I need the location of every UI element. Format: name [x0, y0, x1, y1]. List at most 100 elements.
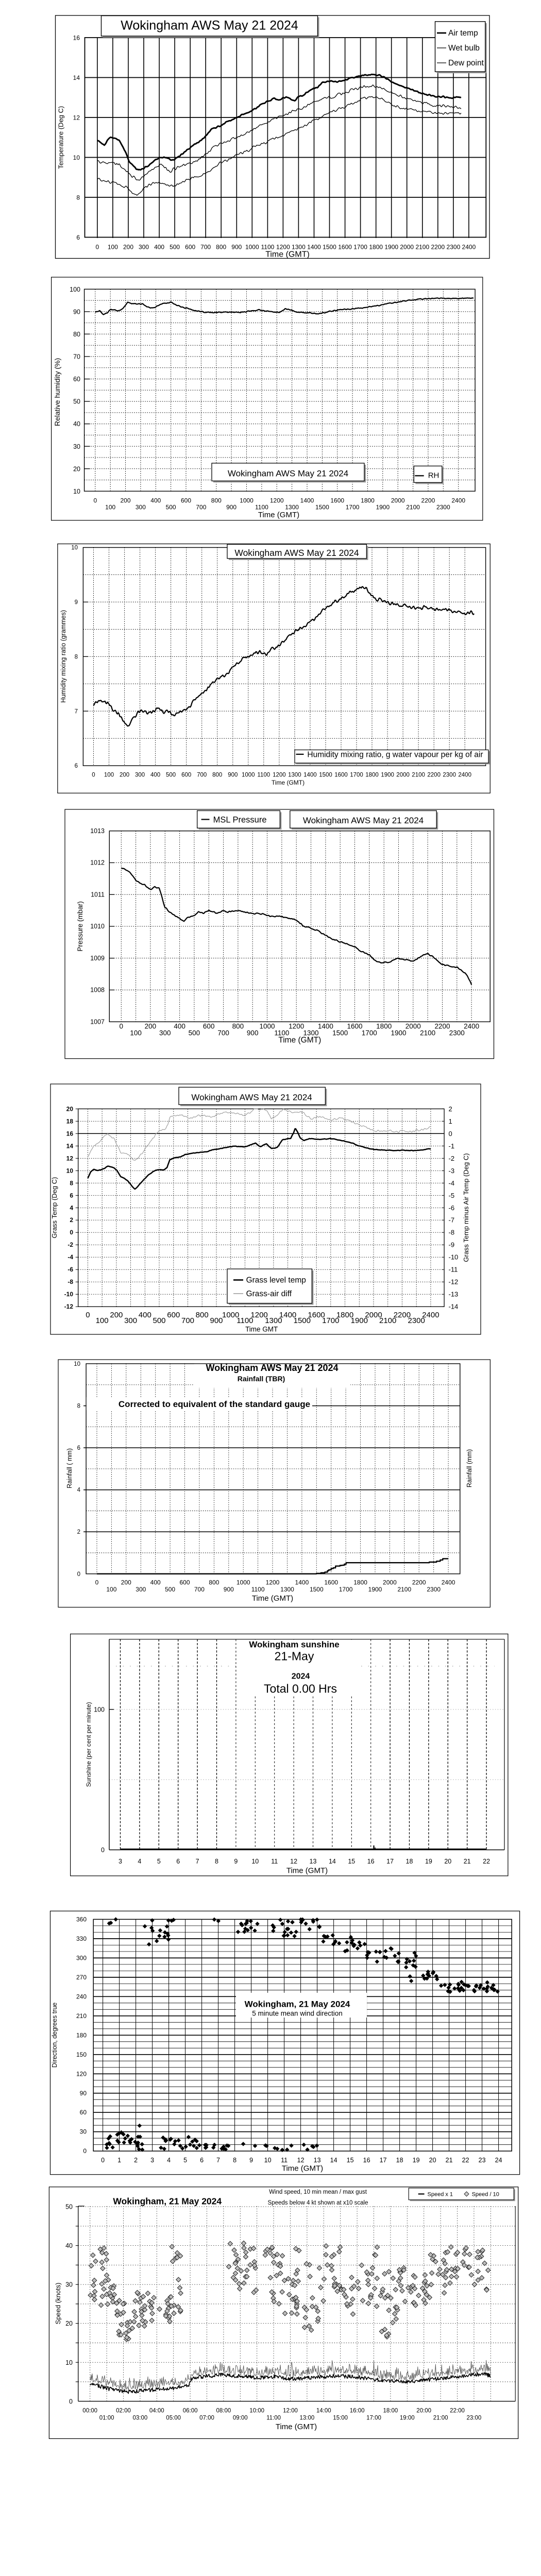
svg-text:900: 900	[231, 244, 242, 251]
svg-text:600: 600	[181, 772, 191, 778]
svg-text:22: 22	[462, 2157, 469, 2164]
svg-text:03:00: 03:00	[133, 2415, 148, 2421]
svg-text:100: 100	[70, 286, 80, 293]
svg-text:400: 400	[150, 772, 160, 778]
svg-text:-1: -1	[449, 1142, 455, 1150]
svg-text:300: 300	[76, 1954, 87, 1961]
svg-text:2200: 2200	[412, 1579, 426, 1586]
svg-text:14:00: 14:00	[316, 2408, 331, 2414]
svg-text:21: 21	[464, 1858, 471, 1865]
svg-text:2: 2	[134, 2157, 138, 2164]
svg-text:270: 270	[76, 1974, 87, 1981]
svg-text:Rainfall (TBR): Rainfall (TBR)	[238, 1375, 285, 1383]
svg-text:9: 9	[234, 1858, 238, 1865]
svg-text:10: 10	[65, 2359, 73, 2366]
svg-text:1000: 1000	[236, 1579, 250, 1586]
svg-text:Corrected to equivalent of the: Corrected to equivalent of the standard …	[119, 1399, 310, 1409]
svg-text:Time (GMT): Time (GMT)	[265, 250, 310, 259]
svg-text:6: 6	[70, 1192, 73, 1199]
svg-text:50: 50	[65, 2204, 73, 2211]
svg-text:0: 0	[77, 1571, 80, 1578]
svg-text:-2: -2	[449, 1155, 455, 1162]
svg-text:-13: -13	[449, 1291, 459, 1298]
svg-text:600: 600	[167, 1311, 180, 1319]
svg-text:700: 700	[217, 1029, 229, 1037]
svg-text:1800: 1800	[361, 497, 375, 504]
svg-text:1500: 1500	[294, 1316, 311, 1325]
svg-text:Rainfall ( mm): Rainfall ( mm)	[66, 1448, 73, 1488]
svg-text:8: 8	[75, 654, 78, 660]
svg-text:1400: 1400	[303, 772, 317, 778]
svg-text:2000: 2000	[396, 772, 410, 778]
svg-text:40: 40	[65, 2242, 73, 2249]
svg-text:Total 0.00 Hrs: Total 0.00 Hrs	[264, 1682, 337, 1696]
svg-text:1700: 1700	[346, 504, 360, 511]
svg-text:500: 500	[166, 772, 176, 778]
svg-text:Dew point: Dew point	[448, 59, 484, 67]
svg-text:2: 2	[449, 1105, 452, 1113]
svg-text:1500: 1500	[315, 504, 329, 511]
svg-text:Time (GMT): Time (GMT)	[272, 779, 305, 786]
svg-text:Pressure (mbar): Pressure (mbar)	[76, 901, 84, 952]
svg-text:1800: 1800	[376, 1023, 392, 1030]
svg-text:6: 6	[76, 234, 80, 241]
svg-text:1009: 1009	[90, 955, 105, 962]
svg-text:-2: -2	[67, 1241, 73, 1248]
svg-text:500: 500	[153, 1316, 165, 1325]
svg-text:0: 0	[95, 1579, 99, 1586]
svg-text:800: 800	[211, 497, 222, 504]
svg-text:15: 15	[347, 2157, 354, 2164]
svg-text:2400: 2400	[458, 772, 471, 778]
svg-text:1600: 1600	[330, 497, 344, 504]
svg-text:-3: -3	[449, 1167, 455, 1175]
svg-text:200: 200	[123, 244, 133, 251]
svg-text:300: 300	[124, 1316, 137, 1325]
svg-text:5: 5	[183, 2157, 187, 2164]
svg-text:500: 500	[166, 504, 176, 511]
svg-text:1700: 1700	[353, 244, 367, 251]
svg-text:2300: 2300	[408, 1316, 425, 1325]
svg-text:Wind speed, 10 min mean / max: Wind speed, 10 min mean / max gust	[269, 2189, 367, 2195]
svg-text:7: 7	[196, 1858, 199, 1865]
svg-text:12: 12	[290, 1858, 297, 1865]
svg-text:10: 10	[264, 2157, 272, 2164]
svg-text:2200: 2200	[421, 497, 435, 504]
svg-text:700: 700	[200, 244, 211, 251]
svg-text:-11: -11	[449, 1266, 458, 1274]
svg-text:6: 6	[77, 1445, 80, 1451]
svg-text:60: 60	[73, 376, 80, 383]
svg-text:Wokingham AWS May 21 2024: Wokingham AWS May 21 2024	[191, 1092, 312, 1102]
svg-text:-10: -10	[449, 1253, 459, 1261]
svg-text:14: 14	[66, 1142, 74, 1149]
svg-text:5 minute mean wind direction: 5 minute mean wind direction	[252, 2010, 343, 2018]
svg-text:1: 1	[449, 1117, 452, 1125]
svg-text:70: 70	[73, 353, 80, 361]
svg-text:13: 13	[314, 2157, 321, 2164]
svg-text:800: 800	[216, 244, 226, 251]
svg-text:06:00: 06:00	[183, 2408, 198, 2414]
svg-text:Speed / 10: Speed / 10	[472, 2192, 499, 2198]
svg-text:900: 900	[228, 772, 238, 778]
svg-text:1100: 1100	[236, 1316, 253, 1325]
svg-text:200: 200	[120, 772, 129, 778]
svg-text:2200: 2200	[434, 1023, 450, 1030]
svg-text:09:00: 09:00	[233, 2415, 248, 2421]
svg-text:1800: 1800	[336, 1311, 353, 1319]
svg-text:1700: 1700	[362, 1029, 377, 1037]
svg-text:1700: 1700	[339, 1586, 353, 1593]
svg-text:1300: 1300	[292, 244, 306, 251]
svg-text:1600: 1600	[324, 1579, 338, 1586]
svg-text:1700: 1700	[350, 772, 363, 778]
svg-text:2400: 2400	[422, 1311, 439, 1319]
svg-text:10:00: 10:00	[249, 2408, 264, 2414]
svg-text:Wokingham, 21 May 2024: Wokingham, 21 May 2024	[113, 2196, 222, 2207]
svg-text:80: 80	[73, 331, 80, 338]
svg-text:1000: 1000	[240, 497, 253, 504]
svg-text:1800: 1800	[365, 772, 379, 778]
svg-text:8: 8	[233, 2157, 236, 2164]
svg-text:19: 19	[413, 2157, 420, 2164]
svg-text:20: 20	[73, 465, 80, 472]
svg-text:2000: 2000	[365, 1311, 382, 1319]
svg-text:24: 24	[495, 2157, 502, 2164]
svg-text:240: 240	[76, 1993, 87, 2000]
